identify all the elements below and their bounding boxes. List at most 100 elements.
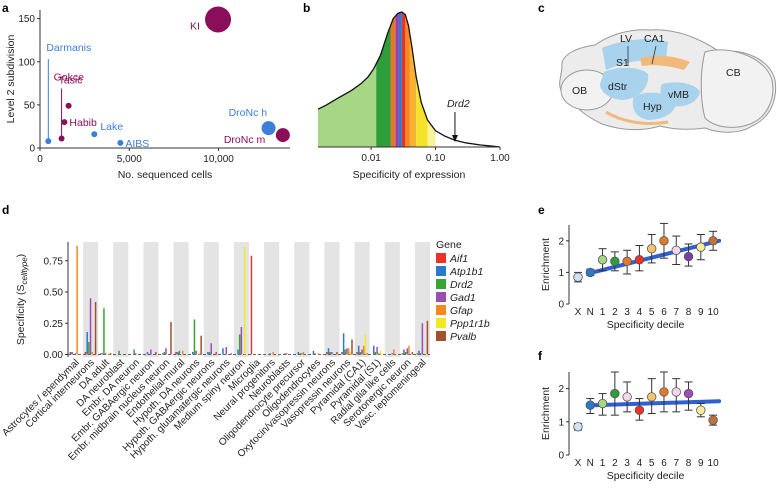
vmb-region [660,82,700,107]
d-bar [108,353,110,355]
panel-e-point [708,236,718,246]
d-bar [391,353,393,355]
b-band-7 [409,34,417,148]
d-y-tick-label: 0.25 [44,319,64,330]
d-legend-title: Gene [436,239,462,251]
panel-f-y-tick-label: 2 [558,384,564,395]
panel-label-c: c [538,1,545,15]
d-bar [89,298,92,355]
panel-e-x-tick-label: 5 [649,307,655,318]
panel-f-point [622,392,632,402]
cerebellum-shape [700,49,774,128]
d-bar [192,352,194,355]
d-bar [181,350,184,355]
d-bar [419,353,422,355]
panel-e-y-tick-label: 0 [558,300,564,311]
panel-f-x-tick-label: 3 [624,458,630,469]
d-bar [364,334,367,355]
dstr-region [600,67,649,100]
a-point-label: AIBS [125,138,149,150]
d-bar [215,352,217,355]
d-legend-label: Drd2 [450,279,473,291]
d-bar [362,345,365,355]
panel-label-b: b [303,1,310,15]
d-band-bg [264,242,280,357]
d-bar [331,352,333,355]
panel-e-point [646,243,657,254]
panel-e-x-axis-label: Specificity decile [607,319,685,331]
d-bar [238,334,241,355]
panel-f-point [610,388,620,399]
panel-f-y-axis-label: Enrichment [540,387,552,440]
d-bar [327,348,330,355]
d-band-bg [173,242,189,357]
d-legend-label: Atp1b1 [449,266,483,278]
a-y-tick-label: 50 [24,100,36,111]
a-x-tick-label: 0 [37,154,43,165]
panel-e-point [585,267,595,278]
d-bar [222,348,224,355]
d-legend-swatch [436,266,446,276]
panel-e-y-tick-label: 2 [558,236,564,247]
d-bar [329,352,331,355]
d-bar [393,349,395,355]
a-point-gokce [58,135,65,142]
d-bar [84,352,87,355]
cortex-s1-region [602,39,668,70]
a-y-tick-label: 100 [18,57,35,68]
d-band-bg [354,242,370,357]
panel-f-x-tick-label: X [575,458,582,469]
panel-e-point [610,256,620,267]
d-bar [300,353,303,355]
d-bar [150,349,152,355]
d-bar [284,353,286,355]
d-bar [346,348,348,355]
b-band-1 [376,25,391,147]
b-band-6 [405,14,410,148]
panel-f-x-tick-label: 2 [612,458,618,469]
d-bar [88,342,90,355]
d-bar [344,349,347,355]
d-bar [373,345,375,355]
panel-f-x-tick-label: N [587,458,594,469]
d-category-label: Astrocytes / ependymal [0,357,81,438]
brain-label-dstr: dStr [608,81,628,93]
d-bar [314,353,316,355]
a-y-tick-label: 0 [29,144,35,155]
panel-e-x-tick-label: 3 [624,307,630,318]
d-y-tick-label: 0.00 [44,350,64,361]
d-bar [418,350,420,355]
d-bar [351,339,353,355]
d-legend-label: Pvalb [450,331,476,343]
d-bar [424,353,427,355]
panel-f-x-axis-label: Specificity decile [607,470,685,482]
d-bar [76,245,78,355]
d-band-bg [324,242,340,357]
d-bar [163,352,166,355]
d-bar [250,255,253,355]
d-band-bg [294,242,310,357]
a-point-label: Gokce [54,72,85,84]
panel-f-y-tick-label: 0 [558,451,564,462]
d-bar [69,352,72,355]
brain-label-cb: CB [726,67,741,79]
d-bar [237,349,239,355]
d-band-bg [113,242,129,357]
brain-label-vmb: vMB [668,89,689,101]
panel-f-point [573,422,583,432]
d-bar [326,352,328,355]
a-y-axis-label: Level 2 subdivision [5,34,17,123]
d-bar [349,352,352,355]
panel-e-x-tick-label: 6 [661,307,667,318]
panel-e-x-tick-label: 4 [637,307,643,318]
fiber-tract [605,110,669,126]
b-x-tick-label: 1.00 [490,153,510,164]
panel-e-point [696,242,706,252]
d-bar [421,323,424,355]
d-bar [109,353,112,355]
panel-f-trend-line [590,399,722,408]
d-bar [411,352,414,355]
panel-e-point [683,251,694,262]
